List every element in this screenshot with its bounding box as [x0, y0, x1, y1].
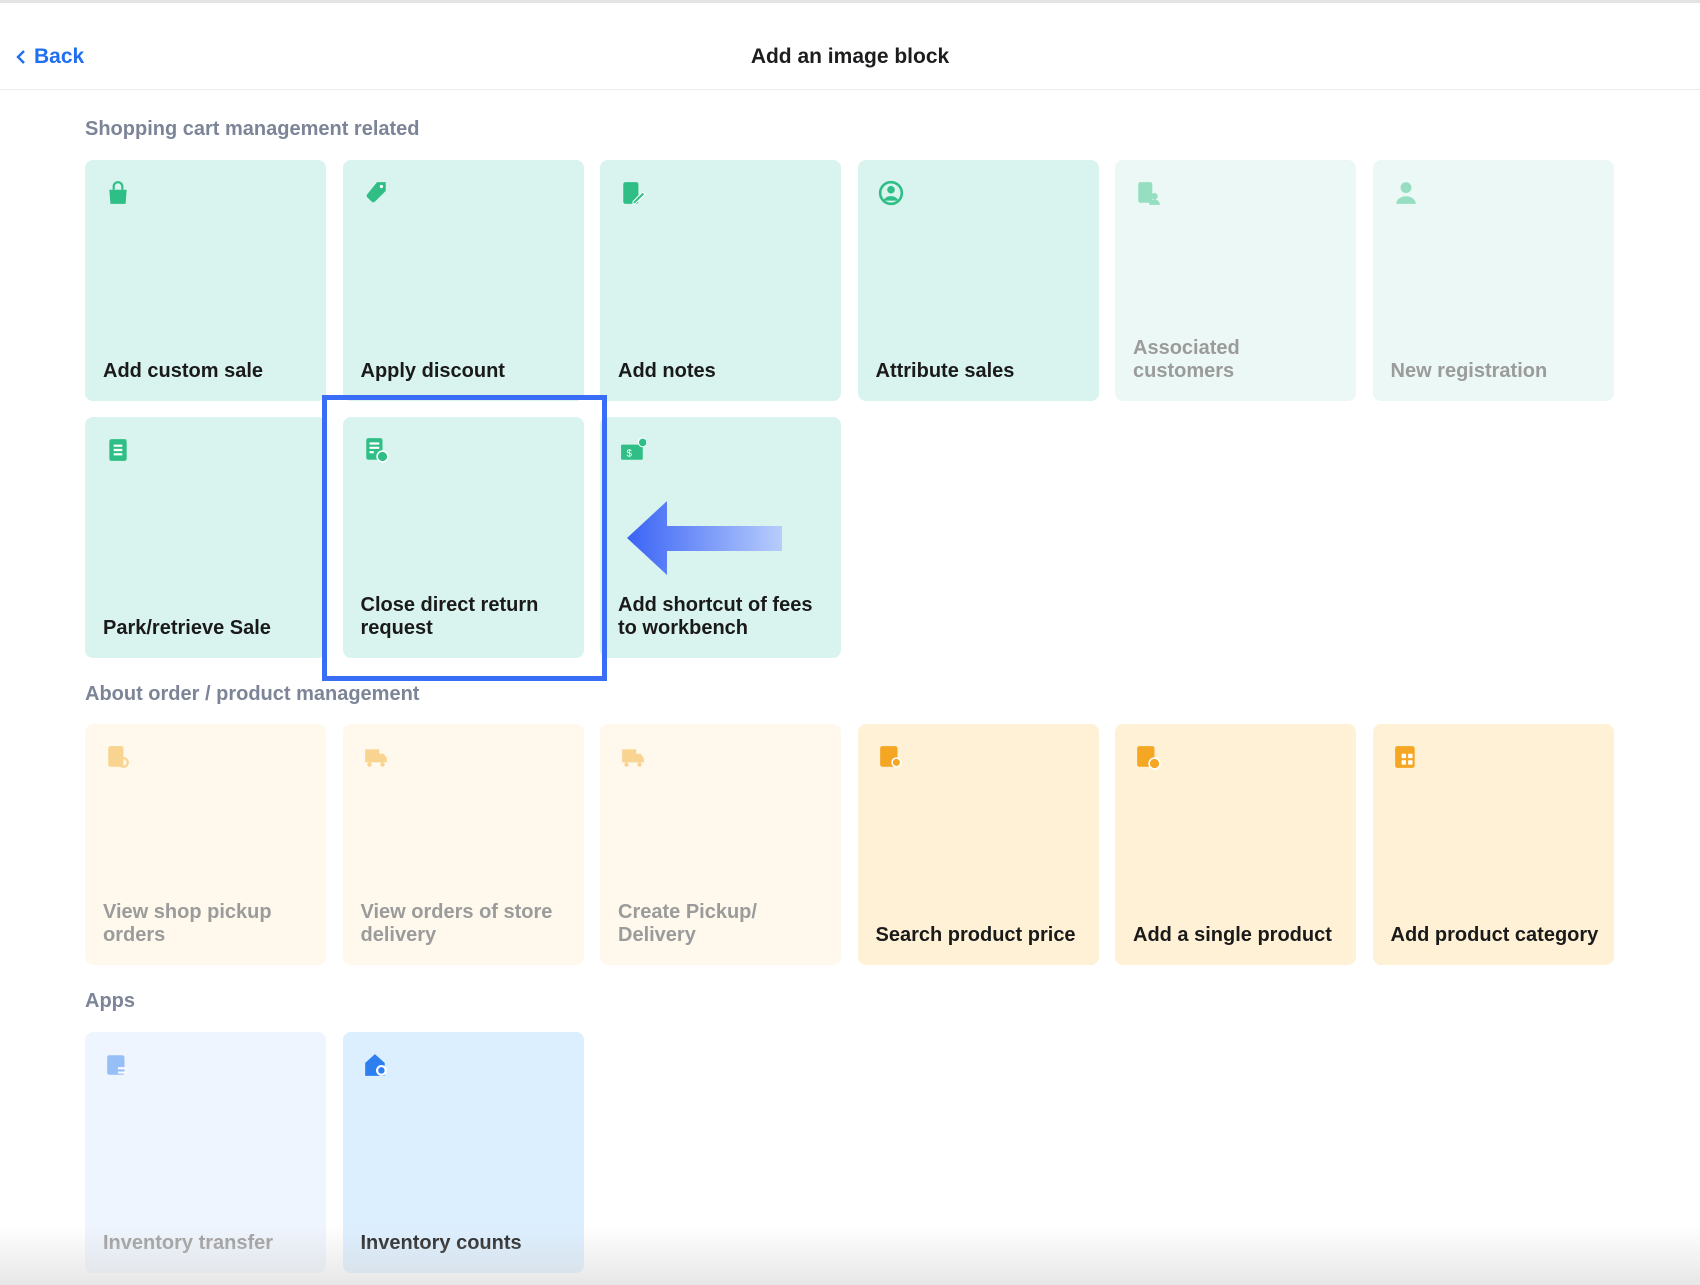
section-title: Apps — [85, 990, 135, 1012]
truck-icon — [364, 749, 387, 767]
card-label: New registration — [1390, 360, 1548, 382]
tag-icon — [366, 182, 386, 203]
card-view-orders-of-store-delivery[interactable]: View orders of store delivery — [342, 724, 584, 965]
product-add-icon — [1137, 746, 1161, 770]
card-label: Apply discount — [360, 360, 505, 382]
card-label: View orders of store delivery — [360, 901, 553, 946]
arrow-left-annotation — [627, 501, 782, 575]
card-add-notes[interactable]: Add notes — [600, 160, 841, 401]
user-circle-icon — [878, 180, 903, 206]
document-search-icon — [108, 746, 129, 768]
card-label: Add product category — [1390, 924, 1599, 946]
card-search-product-price[interactable]: Search product price — [857, 724, 1099, 965]
card-label: Add notes — [618, 360, 716, 382]
card-label: Search product price — [875, 924, 1076, 946]
svg-text:$: $ — [627, 449, 633, 460]
card-inventory-counts[interactable]: Inventory counts — [342, 1032, 584, 1273]
window-top-edge — [0, 0, 1700, 3]
truck-icon — [622, 749, 644, 767]
header: Back Add an image block — [0, 3, 1700, 90]
card-label: Park/retrieve Sale — [103, 617, 271, 639]
card-apply-discount[interactable]: Apply discount — [342, 160, 584, 401]
card-create-pickup-delivery[interactable]: Create Pickup/ Delivery — [600, 724, 841, 965]
card-label: Close direct return request — [360, 594, 539, 639]
card-label: Associated customers — [1133, 337, 1240, 382]
card-new-registration[interactable]: New registration — [1372, 160, 1614, 401]
card-label: Add custom sale — [103, 360, 264, 382]
card-add-a-single-product[interactable]: Add a single product — [1115, 724, 1356, 965]
money-plus-icon: $ — [621, 437, 646, 460]
card-label: Add shortcut of fees to workbench — [618, 594, 813, 639]
user-icon — [1395, 182, 1416, 204]
card-close-direct-return-request[interactable]: Close direct return request — [342, 417, 584, 658]
card-add-product-category[interactable]: Add product category — [1372, 724, 1614, 965]
note-edit-icon — [623, 182, 646, 205]
card-view-shop-pickup-orders[interactable]: View shop pickup orders — [85, 724, 326, 965]
transfer-icon — [107, 1055, 129, 1075]
card-attribute-sales[interactable]: Attribute sales — [857, 160, 1099, 401]
category-grid-icon — [1394, 746, 1415, 768]
card-associated-customers[interactable]: Associated customers — [1115, 160, 1356, 401]
price-search-icon — [879, 746, 902, 768]
chevron-left-icon — [16, 50, 25, 64]
card-inventory-transfer[interactable]: Inventory transfer — [85, 1032, 326, 1273]
back-button[interactable]: Back — [16, 45, 84, 69]
card-label: Attribute sales — [875, 360, 1015, 382]
section-title: About order / product management — [85, 683, 420, 705]
card-label: Add a single product — [1133, 924, 1332, 946]
card-label: Inventory counts — [360, 1232, 522, 1254]
card-add-custom-sale[interactable]: Add custom sale — [85, 160, 326, 401]
section-title: Shopping cart management related — [85, 118, 420, 140]
card-label: Inventory transfer — [103, 1232, 274, 1254]
document-list-icon — [109, 439, 127, 461]
card-park-retrieve-sale[interactable]: Park/retrieve Sale — [85, 417, 326, 658]
card-label: View shop pickup orders — [103, 901, 272, 946]
page-title: Add an image block — [750, 45, 950, 68]
document-return-icon — [365, 438, 389, 463]
document-user-icon — [1138, 182, 1160, 205]
back-label: Back — [34, 45, 85, 68]
warehouse-search-icon — [364, 1054, 387, 1076]
shopping-bag-icon — [109, 181, 127, 204]
card-label: Create Pickup/ Delivery — [618, 901, 757, 946]
